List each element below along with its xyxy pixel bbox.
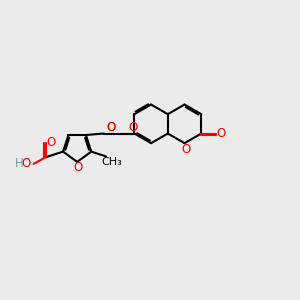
Text: O: O (21, 158, 31, 170)
Text: O: O (128, 121, 138, 134)
Text: O: O (106, 122, 116, 134)
Text: O: O (46, 136, 55, 149)
Text: O: O (106, 122, 116, 134)
Text: O: O (217, 127, 226, 140)
Text: O: O (73, 161, 83, 174)
Text: O: O (181, 142, 190, 156)
Text: H: H (14, 158, 23, 170)
Text: CH₃: CH₃ (101, 157, 122, 167)
